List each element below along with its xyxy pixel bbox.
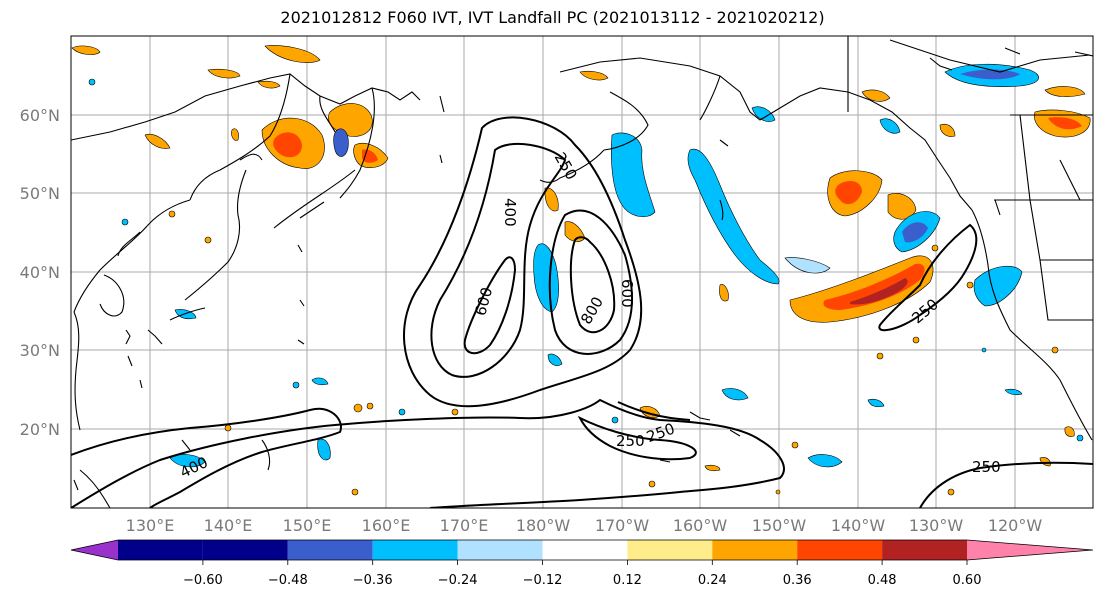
colorbar-segment — [882, 540, 967, 560]
lat-label: 50°N — [20, 184, 60, 203]
lat-label: 40°N — [20, 263, 60, 282]
latitude-labels: 60°N 50°N 40°N 30°N 20°N — [20, 106, 60, 439]
colorbar-tick: 0.36 — [783, 573, 812, 588]
colorbar-tick: 0.48 — [868, 573, 897, 588]
lon-label: 150°E — [283, 516, 332, 535]
lat-label: 30°N — [20, 341, 60, 360]
lon-label: 160°E — [362, 516, 411, 535]
colorbar-outline — [70, 539, 1094, 561]
colorbar-tick: −0.12 — [523, 573, 563, 588]
lon-label: 130°E — [126, 516, 175, 535]
lon-label: 130°W — [909, 516, 964, 535]
pc-shading — [71, 45, 1091, 496]
colorbar-segment — [627, 540, 713, 560]
colorbar-tick: 0.60 — [953, 573, 982, 588]
colorbar-segment — [542, 540, 628, 560]
lon-label: 140°E — [204, 516, 253, 535]
colorbar-segment — [372, 540, 458, 560]
lon-label: 140°W — [831, 516, 886, 535]
longitude-labels: 130°E 140°E 150°E 160°E 170°E 180°W 170°… — [126, 516, 1043, 535]
colorbar-segment — [287, 540, 373, 560]
colorbar-tick: 0.12 — [613, 573, 642, 588]
map-title: 2021012812 F060 IVT, IVT Landfall PC (20… — [280, 8, 825, 27]
lon-label: 150°W — [752, 516, 807, 535]
colorbar-tick: −0.36 — [353, 573, 393, 588]
lon-label: 180°W — [516, 516, 571, 535]
coastlines — [71, 36, 1093, 508]
ivt-contours — [71, 116, 1093, 508]
colorbar-segment — [712, 540, 798, 560]
colorbar: −0.60 −0.48 −0.36 −0.24 −0.12 0.12 0.24 … — [70, 539, 1094, 588]
colorbar-tick: 0.24 — [698, 573, 727, 588]
contour-label: 400 — [501, 198, 519, 227]
colorbar-segment — [797, 540, 883, 560]
colorbar-tick: −0.48 — [268, 573, 308, 588]
colorbar-segment — [118, 540, 203, 560]
lon-label: 120°W — [988, 516, 1043, 535]
lon-label: 160°W — [673, 516, 728, 535]
colorbar-arrow-low — [71, 540, 118, 560]
colorbar-tick: −0.24 — [438, 573, 478, 588]
gridlines — [71, 36, 1093, 508]
colorbar-segment — [202, 540, 288, 560]
colorbar-tick: −0.60 — [183, 573, 223, 588]
contour-label: 250 — [616, 432, 645, 450]
lon-label: 170°W — [595, 516, 650, 535]
contour-label: 250 — [972, 458, 1001, 476]
lat-label: 20°N — [20, 420, 60, 439]
map-border — [70, 35, 1094, 509]
contour-label: 600 — [618, 279, 636, 308]
lat-label: 60°N — [20, 106, 60, 125]
colorbar-segment — [457, 540, 543, 560]
colorbar-arrow-high — [967, 540, 1093, 560]
lon-label: 170°E — [440, 516, 489, 535]
